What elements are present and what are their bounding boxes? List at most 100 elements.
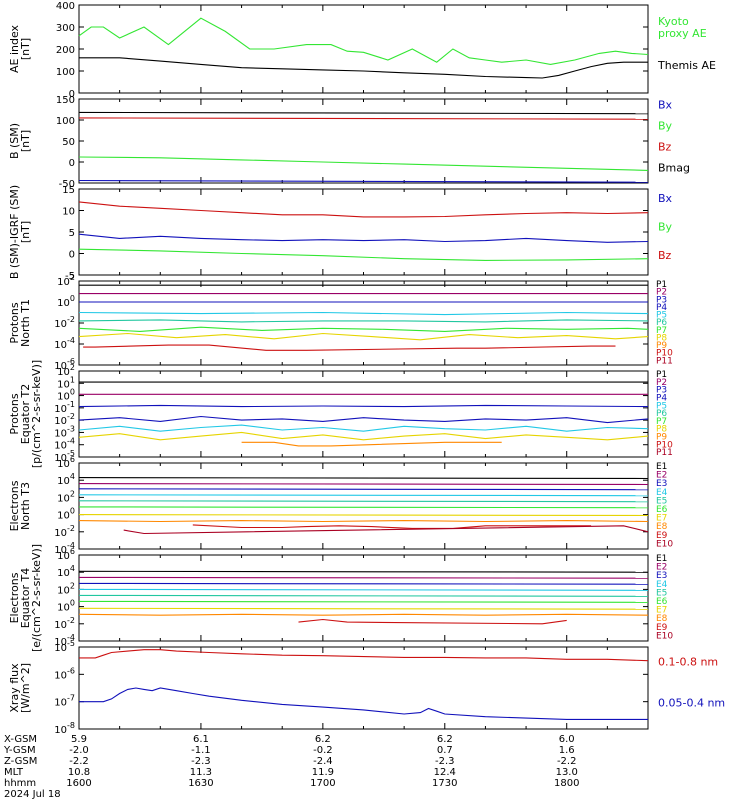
series-e9	[192, 524, 592, 529]
x-row-value: -0.2	[313, 745, 333, 756]
series-e3	[78, 582, 649, 585]
channel-legend-p11: P11	[656, 448, 673, 458]
channel-legend-p6: P6	[656, 318, 667, 328]
legend-xray-item: 0.05-0.4 nm	[658, 696, 725, 709]
channel-legend-p11: P11	[656, 356, 673, 366]
y-tick-label: 10-2	[54, 315, 75, 330]
series-e9	[298, 618, 567, 625]
y-tick-label: -5	[65, 271, 75, 282]
channel-legend-p5: P5	[656, 401, 667, 411]
channel-legend-p9: P9	[656, 433, 667, 443]
channel-legend-e5: E5	[656, 496, 667, 506]
y-tick-label: 0	[69, 250, 75, 261]
series-p6	[78, 326, 649, 332]
y-tick-label: 10-1	[54, 400, 75, 415]
y-tick-label: 106	[57, 455, 75, 470]
series-p5	[78, 319, 649, 323]
channel-legend-e9: E9	[656, 623, 668, 633]
y-axis-label: Equator T4	[19, 568, 32, 628]
x-row-value: 1700	[310, 778, 335, 789]
y-axis-label: Equator T2	[19, 384, 32, 444]
x-row-label: Y-GSM	[3, 745, 36, 756]
y-axis-label: B (SM)	[8, 123, 21, 159]
y-tick-label: 400	[56, 1, 75, 12]
series-e2	[78, 483, 649, 486]
y-tick-label: 102	[57, 273, 75, 288]
series-e3	[78, 488, 649, 491]
x-axis-table: X-GSM 5.9 6.1 6.2 6.2 6.0 Y-GSM -2.0 -1.1 -0.2 0.7…	[3, 734, 579, 800]
y-tick-label: 102	[57, 581, 75, 596]
panel-frame	[78, 462, 649, 550]
y-axis-label: Electrons	[8, 572, 21, 623]
x-row-label: X-GSM	[4, 734, 37, 745]
y-tick-label: 100	[56, 116, 75, 127]
panel-frame	[78, 370, 649, 458]
y-axis-label: Protons	[8, 302, 21, 343]
channel-legend-e6: E6	[656, 505, 668, 515]
channel-legend-p8: P8	[656, 333, 667, 343]
y-tick-label: 10-6	[54, 357, 75, 372]
y-tick-label: 15	[62, 185, 75, 196]
x-row-value: 13.0	[556, 767, 578, 778]
channel-legend-e2: E2	[656, 563, 667, 573]
x-row-value: 10.8	[68, 767, 90, 778]
channel-legend-p4: P4	[656, 303, 667, 313]
y-tick-label: 10-4	[54, 541, 75, 556]
y-tick-label: 100	[56, 67, 75, 78]
x-row-value: 12.4	[434, 767, 456, 778]
channel-legend-p2: P2	[656, 378, 667, 388]
y-tick-label: 10-6	[54, 666, 75, 681]
legend-bsm-item: By	[658, 119, 673, 132]
x-row-value: 1600	[66, 778, 91, 789]
x-row-value: -1.1	[191, 745, 211, 756]
x-row-label: hhmm	[4, 778, 36, 789]
y-axis-label: North T3	[19, 482, 32, 530]
channel-legend-p4: P4	[656, 393, 667, 403]
series-themis-ae	[79, 57, 648, 79]
panel-xray: 10-8 10-7 10-6 10-5 Xray flux[W/m^2] 0.1-0.8 …	[8, 639, 725, 736]
x-row-value: 6.1	[193, 734, 209, 745]
series-p3	[78, 404, 649, 408]
legend-bdiff-item: Bz	[658, 249, 672, 262]
panel-frame	[78, 98, 649, 184]
x-row-value: 11.9	[312, 767, 334, 778]
y-tick-label: -50	[59, 179, 75, 190]
x-row-label: Z-GSM	[4, 756, 37, 767]
series-e4	[78, 588, 649, 591]
y-tick-label: 10-4	[54, 437, 75, 452]
series-e5	[78, 594, 649, 597]
y-axis-label: North T1	[19, 299, 32, 347]
y-tick-label: 10-2	[54, 616, 75, 631]
channel-legend-p2: P2	[656, 288, 667, 298]
x-row-value: -2.2	[557, 756, 577, 767]
series-by	[78, 248, 649, 261]
series-p4	[78, 311, 649, 316]
y-tick-label: 102	[57, 363, 75, 378]
x-row-value: -2.4	[313, 756, 333, 767]
series-p7	[78, 431, 649, 441]
series-p9	[241, 441, 502, 447]
x-row-value: 6.0	[559, 734, 575, 745]
series-bx	[78, 233, 649, 243]
y-tick-label: 150	[56, 95, 75, 106]
legend-bdiff-item: By	[658, 221, 673, 234]
x-row-label: MLT	[4, 767, 24, 778]
channel-legend-e9: E9	[656, 531, 668, 541]
panel-bsm: -50 0 50 100 150 B (SM)[nT] Bx By Bz Bmag	[8, 95, 690, 190]
series-bmag	[78, 111, 649, 115]
y-tick-label: 0	[69, 158, 75, 169]
x-row-value: 6.2	[315, 734, 331, 745]
y-tick-label: 10-2	[54, 412, 75, 427]
y-tick-label: 100	[57, 599, 75, 614]
channel-legend-p6: P6	[656, 409, 667, 419]
channel-legend-p9: P9	[656, 341, 667, 351]
channel-legend-e1: E1	[656, 554, 667, 564]
y-tick-label: 100	[57, 294, 75, 309]
y-tick-label: 5	[69, 228, 75, 239]
series-e6	[78, 600, 649, 603]
channel-legend-e3: E3	[656, 479, 667, 489]
